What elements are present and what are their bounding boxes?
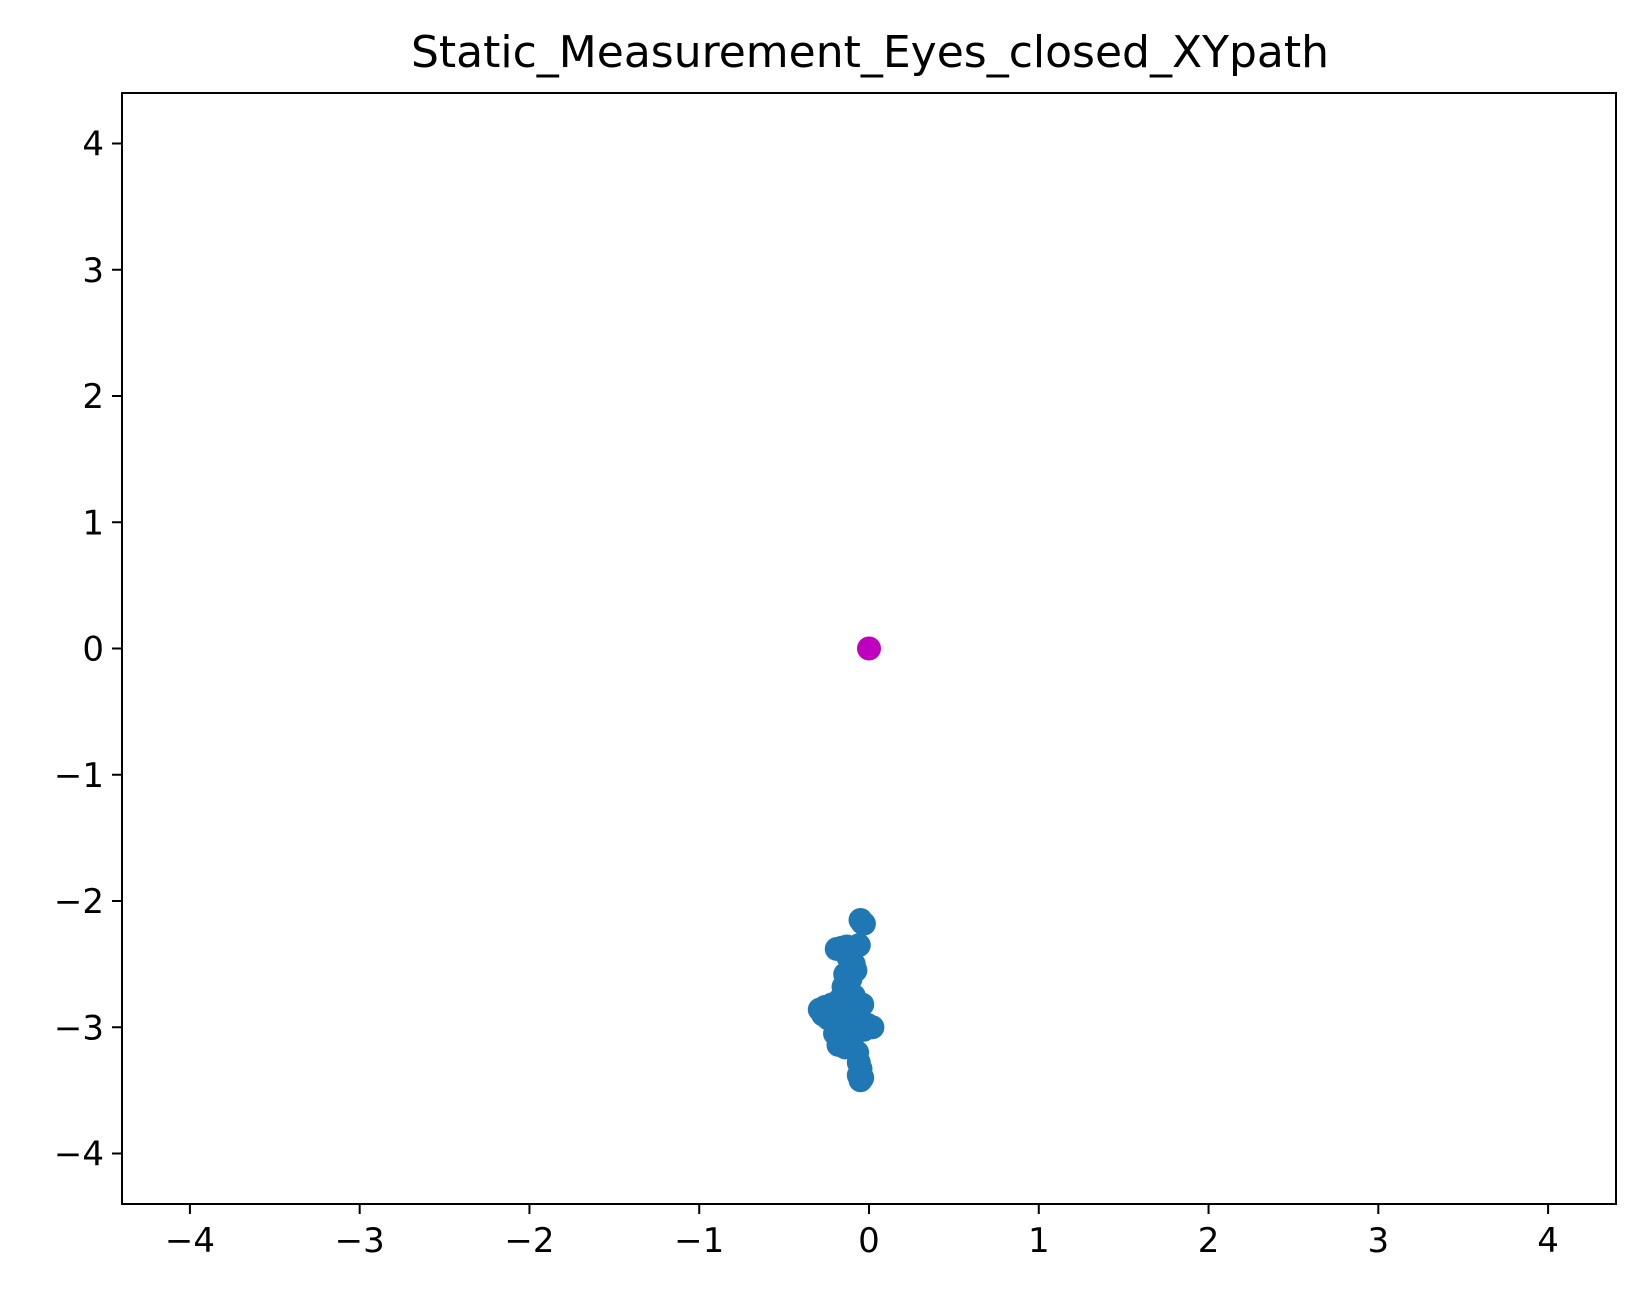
series-0-point-45: [850, 1065, 875, 1090]
x-tick-label: 0: [858, 1221, 880, 1261]
y-tick-label: 1: [82, 503, 104, 543]
y-tick-label: −4: [54, 1135, 104, 1175]
y-tick-label: −3: [54, 1008, 104, 1048]
x-tick-label: −1: [674, 1221, 724, 1261]
x-tick-label: −4: [165, 1221, 215, 1261]
chart-title: Static_Measurement_Eyes_closed_XYpath: [411, 27, 1329, 78]
y-tick-label: 3: [82, 251, 104, 291]
x-tick-label: 2: [1198, 1221, 1220, 1261]
plot-frame: [121, 92, 1617, 1205]
series-0-point-47: [836, 1005, 861, 1030]
y-tick-label: −2: [54, 882, 104, 922]
x-tick-label: 3: [1367, 1221, 1389, 1261]
x-tick-label: 1: [1028, 1221, 1050, 1261]
y-tick-label: 0: [82, 630, 104, 670]
y-tick-label: −1: [54, 756, 104, 796]
x-tick-label: −2: [504, 1221, 554, 1261]
x-tick-label: 4: [1537, 1221, 1559, 1261]
x-tick-label: −3: [335, 1221, 385, 1261]
data-points: [807, 636, 885, 1093]
series-0-point-2: [848, 907, 873, 932]
axis-ticks: −4 −3 −2 −1 0 1 2 3 4 −4 −3 −2 −1 0 1 2 3 4: [54, 125, 1559, 1262]
y-tick-label: 4: [82, 125, 104, 165]
series-1-point-0: [857, 636, 881, 661]
y-tick-label: 2: [82, 377, 104, 417]
